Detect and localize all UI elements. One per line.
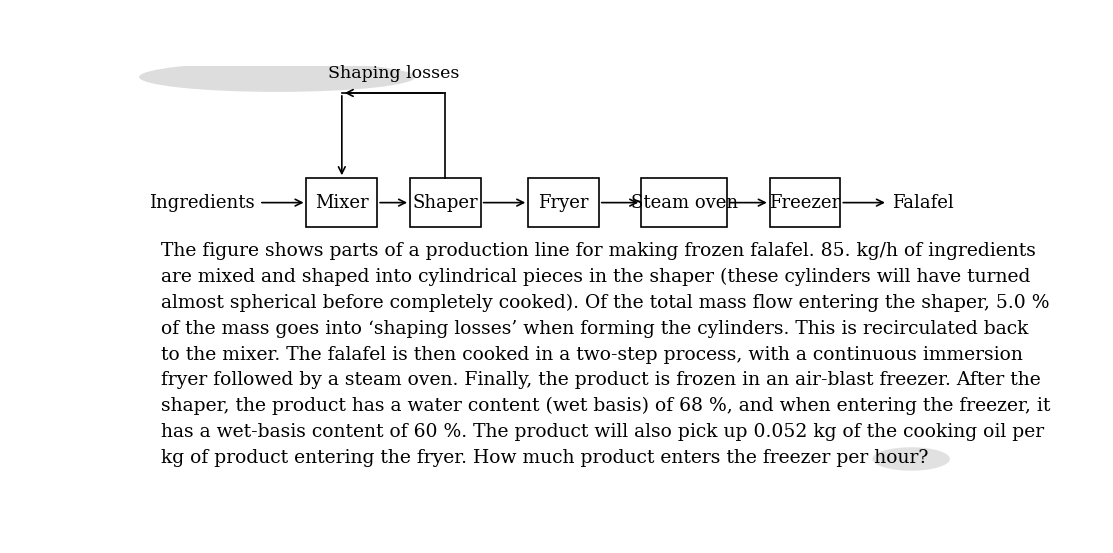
Text: Steam oven: Steam oven bbox=[631, 194, 738, 212]
Bar bbox=[306, 178, 377, 227]
Bar bbox=[410, 178, 481, 227]
Text: Mixer: Mixer bbox=[315, 194, 368, 212]
Text: Shaper: Shaper bbox=[413, 194, 479, 212]
Bar bbox=[641, 178, 728, 227]
Ellipse shape bbox=[873, 447, 951, 471]
Bar bbox=[770, 178, 840, 227]
Text: Shaping losses: Shaping losses bbox=[328, 65, 460, 82]
Text: Falafel: Falafel bbox=[893, 194, 954, 212]
Text: The figure shows parts of a production line for making frozen falafel. 85. kg/h : The figure shows parts of a production l… bbox=[160, 242, 1050, 467]
Ellipse shape bbox=[139, 62, 415, 92]
Bar bbox=[529, 178, 599, 227]
Text: Fryer: Fryer bbox=[539, 194, 589, 212]
Text: Freezer: Freezer bbox=[769, 194, 840, 212]
Text: Ingredients: Ingredients bbox=[149, 194, 255, 212]
